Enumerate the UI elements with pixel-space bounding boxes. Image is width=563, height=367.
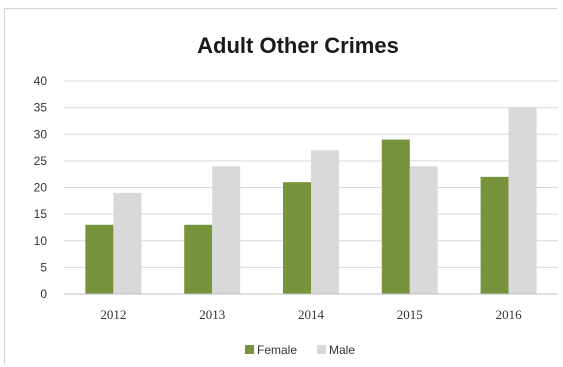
x-tick-label: 2014 [298, 307, 325, 322]
y-tick-label: 25 [34, 154, 48, 168]
y-tick-label: 15 [34, 207, 48, 221]
y-tick-label: 20 [34, 181, 48, 195]
bar-male-2016 [508, 107, 537, 294]
bar-female-2015 [381, 139, 410, 294]
chart-frame [4, 8, 557, 364]
y-tick-label: 10 [34, 234, 48, 248]
bar-male-2012 [113, 192, 142, 294]
legend: Female Male [245, 343, 355, 357]
legend-label-female: Female [257, 343, 297, 357]
bar-female-2016 [480, 176, 509, 294]
legend-swatch-male [317, 345, 326, 354]
bar-female-2012 [85, 224, 114, 294]
legend-swatch-female [245, 345, 254, 354]
y-tick-label: 35 [34, 101, 48, 115]
bar-female-2013 [184, 224, 213, 294]
x-tick-label: 2012 [100, 307, 126, 322]
chart-title: Adult Other Crimes [197, 33, 399, 58]
bar-male-2013 [212, 166, 241, 294]
bar-male-2014 [311, 150, 339, 294]
bars [85, 107, 537, 294]
legend-label-male: Male [329, 343, 355, 357]
y-axis-ticks: 0 5 10 15 20 25 30 35 40 [34, 74, 48, 301]
y-tick-label: 30 [34, 127, 48, 141]
x-tick-label: 2016 [496, 307, 523, 322]
x-axis-ticks: 2012 2013 2014 2015 2016 [100, 307, 522, 322]
y-tick-label: 0 [40, 287, 47, 301]
x-tick-label: 2013 [199, 307, 225, 322]
y-tick-label: 5 [40, 260, 47, 274]
y-tick-label: 40 [34, 74, 48, 88]
x-tick-label: 2015 [397, 307, 423, 322]
bar-female-2014 [283, 182, 311, 294]
bar-male-2015 [409, 166, 438, 294]
